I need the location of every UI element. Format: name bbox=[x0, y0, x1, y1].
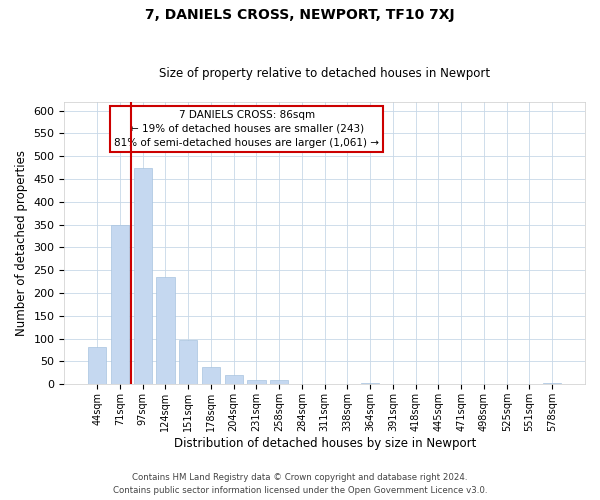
Title: Size of property relative to detached houses in Newport: Size of property relative to detached ho… bbox=[159, 66, 490, 80]
Text: 7 DANIELS CROSS: 86sqm
← 19% of detached houses are smaller (243)
81% of semi-de: 7 DANIELS CROSS: 86sqm ← 19% of detached… bbox=[114, 110, 379, 148]
Text: 7, DANIELS CROSS, NEWPORT, TF10 7XJ: 7, DANIELS CROSS, NEWPORT, TF10 7XJ bbox=[145, 8, 455, 22]
Bar bbox=[202, 368, 220, 384]
Bar bbox=[179, 340, 197, 384]
Bar bbox=[88, 347, 106, 385]
Bar bbox=[111, 224, 129, 384]
Bar bbox=[543, 383, 562, 384]
Bar bbox=[247, 380, 266, 384]
Bar bbox=[270, 380, 288, 384]
X-axis label: Distribution of detached houses by size in Newport: Distribution of detached houses by size … bbox=[173, 437, 476, 450]
Bar bbox=[224, 375, 243, 384]
Y-axis label: Number of detached properties: Number of detached properties bbox=[15, 150, 28, 336]
Bar bbox=[361, 383, 379, 384]
Bar bbox=[134, 168, 152, 384]
Bar bbox=[157, 276, 175, 384]
Text: Contains HM Land Registry data © Crown copyright and database right 2024.
Contai: Contains HM Land Registry data © Crown c… bbox=[113, 474, 487, 495]
